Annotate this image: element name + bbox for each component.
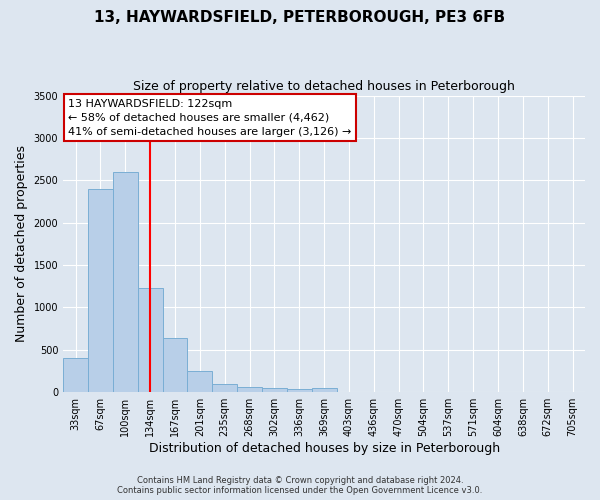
Text: 13 HAYWARDSFIELD: 122sqm
← 58% of detached houses are smaller (4,462)
41% of sem: 13 HAYWARDSFIELD: 122sqm ← 58% of detach… xyxy=(68,98,352,136)
Bar xyxy=(113,172,138,392)
Bar xyxy=(262,388,287,392)
Bar xyxy=(63,358,88,392)
Bar xyxy=(138,288,163,392)
Bar xyxy=(187,371,212,392)
Bar xyxy=(311,388,337,392)
Text: 13, HAYWARDSFIELD, PETERBOROUGH, PE3 6FB: 13, HAYWARDSFIELD, PETERBOROUGH, PE3 6FB xyxy=(94,10,506,25)
Title: Size of property relative to detached houses in Peterborough: Size of property relative to detached ho… xyxy=(133,80,515,93)
Bar xyxy=(212,384,237,392)
Y-axis label: Number of detached properties: Number of detached properties xyxy=(15,146,28,342)
Bar xyxy=(163,338,187,392)
Bar xyxy=(237,387,262,392)
X-axis label: Distribution of detached houses by size in Peterborough: Distribution of detached houses by size … xyxy=(149,442,500,455)
Text: Contains HM Land Registry data © Crown copyright and database right 2024.
Contai: Contains HM Land Registry data © Crown c… xyxy=(118,476,482,495)
Bar xyxy=(88,189,113,392)
Bar xyxy=(287,389,311,392)
